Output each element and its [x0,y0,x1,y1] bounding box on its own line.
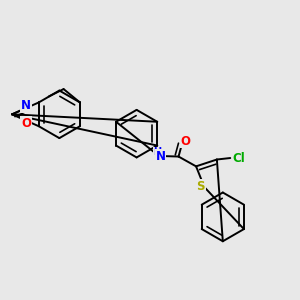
Text: O: O [21,117,31,130]
Text: S: S [196,180,205,193]
Text: O: O [181,135,191,148]
Text: N: N [155,150,165,163]
Text: Cl: Cl [232,152,245,164]
Text: H: H [153,147,161,157]
Text: N: N [21,99,31,112]
